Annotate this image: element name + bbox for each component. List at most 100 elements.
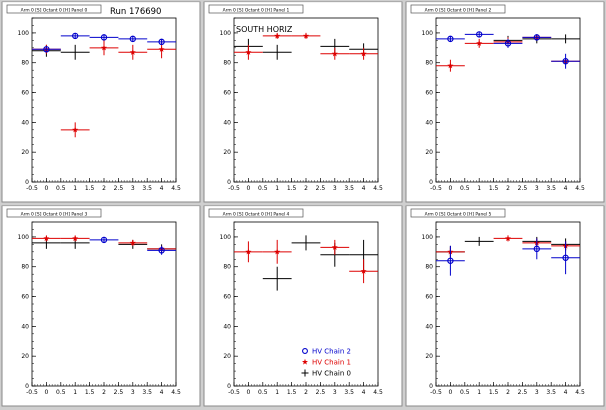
y-tick-label: 0 xyxy=(25,179,29,186)
x-tick-label: 3 xyxy=(131,389,135,396)
y-tick-label: 80 xyxy=(425,264,433,271)
legend-item: HV Chain 2 xyxy=(302,348,351,356)
y-tick-label: 100 xyxy=(422,30,434,37)
x-tick-label: 0.5 xyxy=(56,185,66,192)
x-tick-label: 2.5 xyxy=(114,185,124,192)
data-point xyxy=(32,46,61,53)
star-marker xyxy=(504,235,512,241)
chart-panel: Arm 0 [S] Octant 0 [H] Panel 30204060801… xyxy=(1,205,201,407)
chart-panel: Arm 0 [S] Octant 0 [H] Panel 40204060801… xyxy=(203,205,403,407)
data-point xyxy=(464,236,494,246)
x-tick-label: 0.5 xyxy=(460,185,470,192)
y-tick-label: 40 xyxy=(223,119,231,126)
y-tick-label: 20 xyxy=(223,149,231,156)
star-marker xyxy=(360,50,367,57)
x-tick-label: 0 xyxy=(44,185,48,192)
chart-panel: Arm 0 [S] Octant 0 [H] Panel 50204060801… xyxy=(405,205,605,407)
circle-marker xyxy=(562,58,569,65)
data-point xyxy=(262,32,292,39)
title-box xyxy=(208,4,304,14)
data-point xyxy=(118,239,148,246)
star-marker xyxy=(274,248,281,255)
data-point xyxy=(147,245,176,255)
data-point xyxy=(60,44,90,60)
x-tick-label: 0.5 xyxy=(56,389,66,396)
x-tick-label: 0.5 xyxy=(460,389,470,396)
x-tick-label: -0.5 xyxy=(228,389,240,396)
x-tick-label: 1 xyxy=(73,389,77,396)
data-point xyxy=(551,53,580,69)
star-marker xyxy=(72,235,79,241)
x-tick-label: 3.5 xyxy=(344,389,354,396)
y-tick-label: 100 xyxy=(18,234,30,241)
chart-title: Arm 0 [S] Octant 0 [H] Panel 3 xyxy=(21,211,88,217)
x-tick-label: -0.5 xyxy=(26,185,38,192)
data-point xyxy=(493,235,523,242)
run-label: Run 176690 xyxy=(110,7,161,17)
x-tick-label: 2 xyxy=(102,389,106,396)
x-tick-label: 2 xyxy=(102,185,106,192)
data-point xyxy=(262,239,292,264)
star-marker xyxy=(129,49,136,55)
x-tick-label: 0 xyxy=(246,185,250,192)
y-tick-label: 40 xyxy=(21,119,29,126)
y-tick-label: 60 xyxy=(223,90,231,97)
star-marker xyxy=(274,32,281,39)
y-tick-label: 20 xyxy=(21,149,29,156)
circle-marker xyxy=(43,46,50,53)
circle-marker xyxy=(100,236,108,244)
star-marker xyxy=(302,32,310,39)
y-tick-label: 80 xyxy=(21,264,29,271)
x-tick-label: -0.5 xyxy=(26,389,38,396)
x-tick-label: 2.5 xyxy=(518,389,528,396)
data-point xyxy=(60,32,90,40)
x-tick-label: 2 xyxy=(506,185,510,192)
x-tick-label: 0.5 xyxy=(258,389,268,396)
chart-title: Arm 0 [S] Octant 0 [H] Panel 0 xyxy=(21,7,88,13)
x-tick-label: 2.5 xyxy=(114,389,124,396)
data-point xyxy=(522,238,552,260)
y-tick-label: 60 xyxy=(223,294,231,301)
star-marker xyxy=(447,62,454,69)
series-chain-2 xyxy=(436,238,580,276)
x-tick-label: 0 xyxy=(448,389,452,396)
y-tick-label: 20 xyxy=(425,353,433,360)
panel-frame xyxy=(405,205,605,407)
data-point xyxy=(291,32,321,39)
x-tick-label: 4 xyxy=(564,389,568,396)
x-tick-label: 2.5 xyxy=(518,185,528,192)
y-tick-label: 60 xyxy=(21,90,29,97)
circle-marker xyxy=(158,247,165,254)
x-tick-label: 1.5 xyxy=(489,185,499,192)
data-point xyxy=(118,35,148,43)
legend: HV Chain 2 HV Chain 1 HV Chain 0 xyxy=(301,348,351,378)
x-tick-label: 4 xyxy=(564,185,568,192)
data-point xyxy=(320,239,350,255)
panel-frame xyxy=(405,1,605,203)
y-tick-label: 0 xyxy=(429,179,433,186)
star-marker xyxy=(158,46,165,52)
x-tick-label: 1.5 xyxy=(287,389,297,396)
title-box xyxy=(6,208,102,218)
title-box xyxy=(208,208,304,218)
x-tick-label: 3 xyxy=(535,389,539,396)
title-box xyxy=(6,4,102,14)
panel-frame xyxy=(1,1,201,203)
orientation-label: SOUTH HORIZ xyxy=(236,25,293,34)
series-chain-2 xyxy=(436,31,580,69)
y-tick-label: 0 xyxy=(227,179,231,186)
y-tick-label: 80 xyxy=(21,60,29,67)
x-tick-label: 1 xyxy=(73,185,77,192)
x-tick-label: 3 xyxy=(535,185,539,192)
data-point xyxy=(464,38,494,48)
data-point xyxy=(522,34,552,41)
data-point xyxy=(89,34,119,41)
data-point xyxy=(32,235,61,242)
data-point xyxy=(436,59,465,72)
circle-marker xyxy=(447,35,454,43)
x-tick-label: 1.5 xyxy=(85,185,95,192)
data-point xyxy=(436,245,465,276)
chart-title: Arm 0 [S] Octant 0 [H] Panel 1 xyxy=(223,7,290,13)
circle-marker xyxy=(475,31,483,38)
data-point xyxy=(118,44,148,60)
